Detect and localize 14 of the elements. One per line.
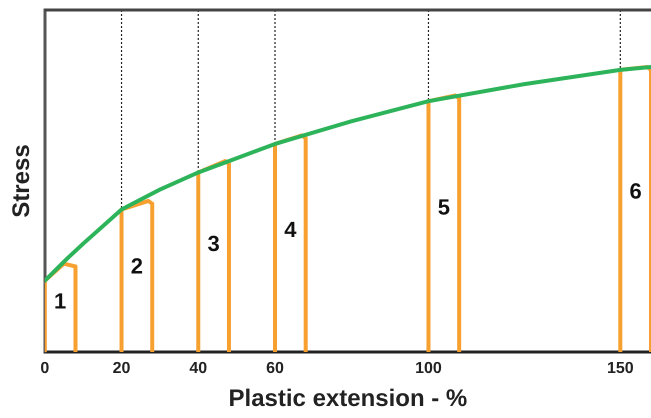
x-tick-label: 0 — [40, 360, 50, 378]
x-tick-label: 20 — [112, 360, 131, 378]
series-label: 5 — [438, 194, 450, 220]
x-tick-label: 100 — [415, 360, 442, 378]
series-label: 2 — [130, 253, 144, 278]
series-label: 3 — [207, 231, 220, 256]
y-axis-title: Stress — [8, 144, 36, 218]
x-tick-label: 150 — [606, 360, 634, 378]
x-tick-label: 40 — [189, 360, 208, 378]
series-label: 6 — [630, 178, 642, 204]
series-label: 4 — [284, 216, 298, 242]
x-axis-title: Plastic extension - % — [228, 385, 468, 412]
series-label: 1 — [54, 288, 66, 314]
x-tick-label: 60 — [266, 360, 284, 378]
